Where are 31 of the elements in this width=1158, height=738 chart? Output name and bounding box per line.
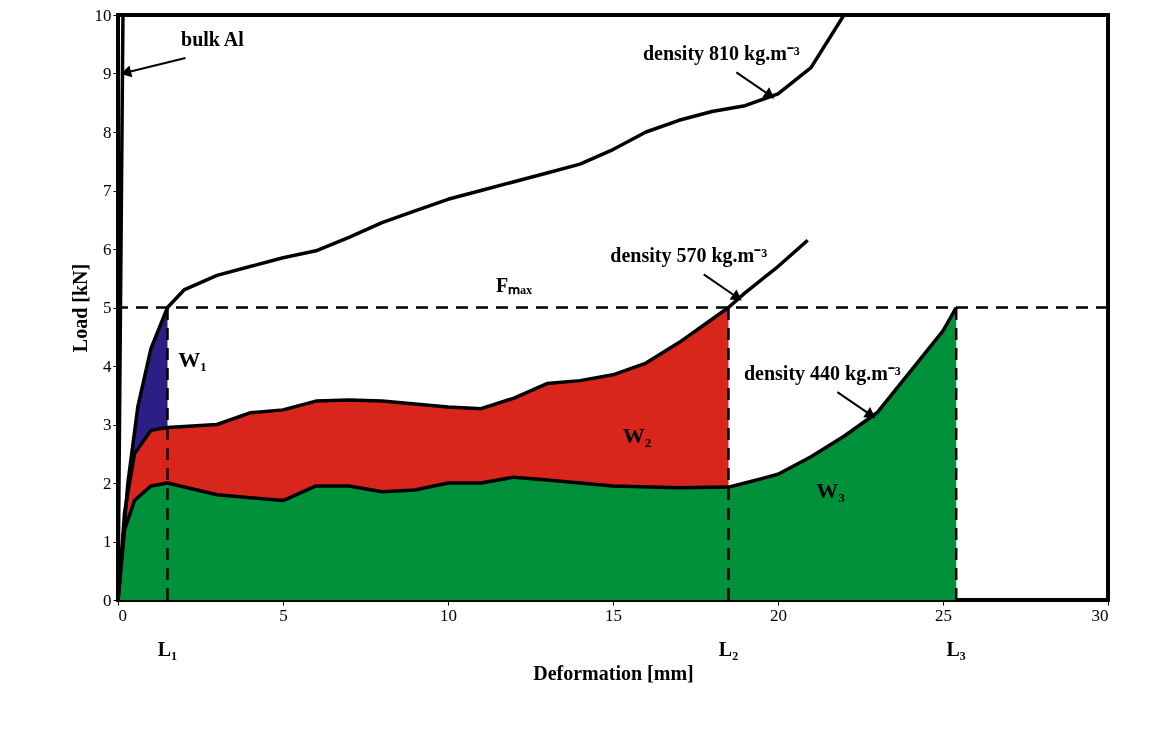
series-label: density 810 kg.m⁻³ [642,42,800,66]
series-label: density 570 kg.m⁻³ [610,244,768,268]
y-tick-label: 5 [103,298,112,317]
y-tick-label: 6 [103,239,112,259]
y-tick-label: 1 [103,532,112,551]
ref-line-label: L₁ [157,638,178,660]
series-label: density 440 kg.m⁻³ [743,362,901,386]
annotation: W₁ [178,347,207,373]
y-tick-label: 10 [94,5,112,25]
y-tick-label: 4 [103,356,112,376]
y-axis-title: Load [kN] [68,263,91,353]
x-tick-label: 0 [118,605,127,625]
ref-line-label: L₂ [718,638,739,660]
ref-line-label: Fₘₐₓ [496,273,533,296]
annotation: W₂ [622,423,652,449]
y-tick-label: 8 [103,122,112,142]
x-tick-label: 15 [605,605,622,625]
x-tick-label: 20 [770,605,787,625]
y-tick-label: 0 [103,590,112,610]
y-tick-label: 2 [103,473,112,493]
x-tick-label: 25 [935,605,952,625]
x-tick-label: 30 [1091,605,1109,625]
y-tick-label: 7 [103,181,112,200]
y-tick-label: 3 [103,415,112,434]
x-tick-label: 10 [440,605,457,625]
x-tick-label: 5 [279,605,288,625]
text: bulk Al [181,28,245,50]
annotation: W₃ [816,478,846,504]
y-tick-label: 9 [103,64,112,83]
ref-line-label: L₃ [946,638,966,660]
x-axis-title: Deformation [mm] [533,661,694,684]
